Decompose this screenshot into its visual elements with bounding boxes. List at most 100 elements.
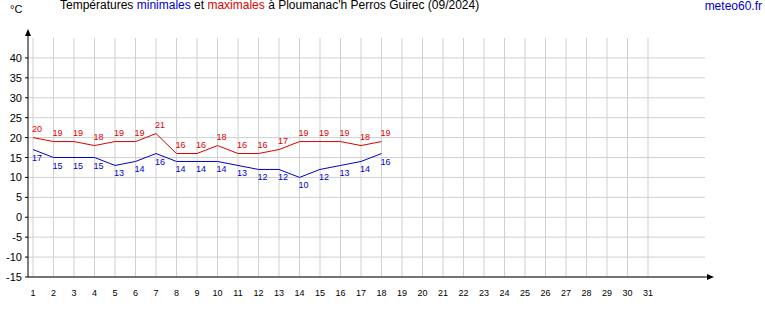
grid-line bbox=[28, 57, 705, 58]
axes: -15-10-505101520253035401234567891011121… bbox=[6, 29, 714, 298]
data-label: 14 bbox=[216, 164, 226, 174]
x-tick-label: 26 bbox=[540, 288, 550, 298]
y-tick-label: 40 bbox=[10, 52, 22, 64]
title: Températures minimales et maximales à Pl… bbox=[60, 0, 479, 12]
data-label: 16 bbox=[175, 140, 185, 150]
x-tick-label: 17 bbox=[356, 288, 366, 298]
title-text: à Ploumanac'h Perros Guirec (09/2024) bbox=[268, 0, 479, 12]
x-tick-label: 11 bbox=[233, 288, 242, 298]
grid-line bbox=[197, 38, 198, 277]
grid-line bbox=[258, 38, 259, 277]
data-label: 19 bbox=[114, 128, 124, 138]
x-tick-label: 14 bbox=[294, 288, 304, 298]
grid-line bbox=[28, 217, 705, 218]
x-tick-label: 10 bbox=[212, 288, 222, 298]
data-label: 14 bbox=[134, 164, 144, 174]
grid-line bbox=[484, 38, 485, 277]
data-label: 18 bbox=[360, 132, 370, 142]
x-tick-label: 28 bbox=[581, 288, 591, 298]
data-label: 17 bbox=[278, 136, 288, 146]
data-label: 19 bbox=[319, 128, 329, 138]
data-label: 19 bbox=[73, 128, 83, 138]
x-tick-label: 18 bbox=[376, 288, 386, 298]
chart: -15-10-505101520253035401234567891011121… bbox=[0, 0, 765, 320]
y-tick bbox=[25, 57, 28, 58]
data-label: 15 bbox=[93, 161, 103, 171]
grid-line bbox=[463, 38, 464, 277]
data-label: 15 bbox=[52, 161, 62, 171]
grid-line bbox=[627, 38, 628, 277]
y-tick bbox=[25, 197, 28, 198]
data-label: 16 bbox=[380, 157, 390, 167]
y-axis-arrow bbox=[25, 29, 31, 36]
source: meteo60.fr bbox=[705, 0, 762, 13]
title-text: Températures bbox=[60, 0, 133, 12]
y-tick-label: 35 bbox=[10, 72, 22, 84]
x-tick-label: 20 bbox=[417, 288, 427, 298]
y-axis-label: °C bbox=[10, 3, 22, 15]
x-tick-label: 22 bbox=[458, 288, 468, 298]
grid bbox=[28, 38, 705, 277]
grid-line bbox=[28, 77, 705, 78]
y-tick-label: -5 bbox=[12, 231, 22, 243]
grid-line bbox=[238, 38, 239, 277]
y-tick-label: 15 bbox=[10, 152, 22, 164]
grid-line bbox=[443, 38, 444, 277]
x-tick-label: 15 bbox=[315, 288, 325, 298]
grid-line bbox=[504, 38, 505, 277]
grid-line bbox=[299, 38, 300, 277]
data-label: 18 bbox=[93, 132, 103, 142]
x-tick-label: 27 bbox=[561, 288, 571, 298]
x-tick-label: 1 bbox=[30, 288, 35, 298]
x-tick-label: 3 bbox=[71, 288, 76, 298]
y-tick-label: 0 bbox=[16, 211, 22, 223]
grid-line bbox=[361, 38, 362, 277]
y-tick-label: -10 bbox=[6, 251, 22, 263]
data-label: 19 bbox=[339, 128, 349, 138]
grid-line bbox=[28, 177, 705, 178]
grid-line bbox=[525, 38, 526, 277]
data-label: 16 bbox=[155, 157, 165, 167]
data-label: 16 bbox=[237, 140, 247, 150]
x-tick-label: 2 bbox=[51, 288, 56, 298]
data-label: 16 bbox=[257, 140, 267, 150]
data-labels: 1715151513141614141413121210121314162019… bbox=[32, 120, 391, 191]
data-label: 13 bbox=[114, 168, 124, 178]
grid-line bbox=[28, 117, 705, 118]
legend-entry: minimales bbox=[137, 0, 191, 12]
y-tick-label: -15 bbox=[6, 271, 22, 283]
data-label: 12 bbox=[278, 172, 288, 182]
data-label: 19 bbox=[298, 128, 308, 138]
grid-line bbox=[586, 38, 587, 277]
y-tick-label: 30 bbox=[10, 92, 22, 104]
grid-line bbox=[28, 237, 705, 238]
x-tick-label: 5 bbox=[112, 288, 117, 298]
y-tick bbox=[25, 277, 28, 278]
data-label: 12 bbox=[257, 172, 267, 182]
y-tick bbox=[25, 177, 28, 178]
y-tick bbox=[25, 137, 28, 138]
grid-line bbox=[648, 38, 649, 277]
y-tick bbox=[25, 77, 28, 78]
data-label: 13 bbox=[339, 168, 349, 178]
plot-area bbox=[33, 134, 382, 178]
x-tick-label: 16 bbox=[335, 288, 345, 298]
x-tick-label: 9 bbox=[194, 288, 199, 298]
data-label: 10 bbox=[298, 180, 308, 190]
grid-line bbox=[279, 38, 280, 277]
x-tick-label: 25 bbox=[520, 288, 530, 298]
legend-entry: maximales bbox=[207, 0, 264, 12]
x-axis-arrow bbox=[707, 274, 714, 280]
x-tick-label: 6 bbox=[133, 288, 138, 298]
data-label: 20 bbox=[32, 124, 42, 134]
grid-line bbox=[115, 38, 116, 277]
data-label: 13 bbox=[237, 168, 247, 178]
y-tick-label: 25 bbox=[10, 112, 22, 124]
y-tick-label: 10 bbox=[10, 171, 22, 183]
x-tick-label: 8 bbox=[174, 288, 179, 298]
grid-line bbox=[176, 38, 177, 277]
grid-line bbox=[28, 97, 705, 98]
grid-line bbox=[217, 38, 218, 277]
data-label: 14 bbox=[196, 164, 206, 174]
grid-line bbox=[28, 257, 705, 258]
